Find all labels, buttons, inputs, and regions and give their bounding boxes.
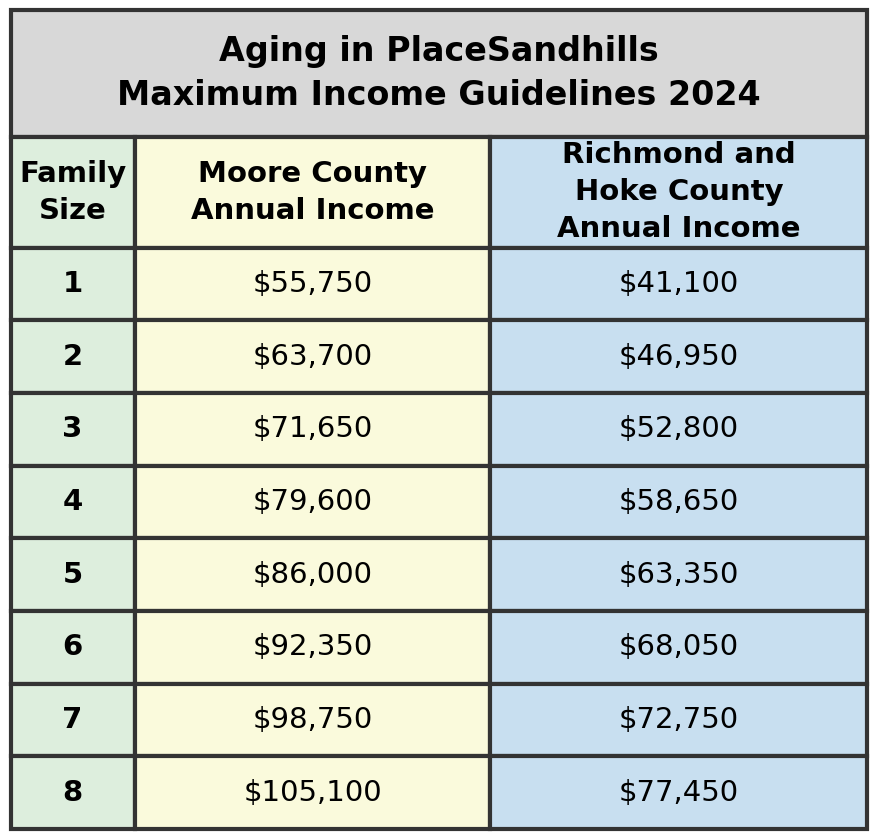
Bar (11, 539, 135, 611)
Text: 4: 4 (62, 488, 82, 516)
Bar (11, 393, 135, 466)
Bar (11, 466, 135, 539)
Text: $105,100: $105,100 (243, 779, 381, 806)
Bar (490, 539, 866, 611)
Text: Aging in PlaceSandhills
Maximum Income Guidelines 2024: Aging in PlaceSandhills Maximum Income G… (117, 35, 760, 112)
Bar (490, 611, 866, 684)
Text: $98,750: $98,750 (253, 706, 373, 734)
Bar (490, 466, 866, 539)
Bar (11, 756, 135, 829)
Text: 1: 1 (62, 270, 82, 298)
Bar (11, 611, 135, 684)
Text: $41,100: $41,100 (618, 270, 738, 298)
Text: $55,750: $55,750 (253, 270, 372, 298)
Bar (135, 320, 490, 393)
Text: 6: 6 (62, 633, 82, 661)
Bar (11, 684, 135, 756)
Text: $58,650: $58,650 (618, 488, 738, 516)
Bar (135, 466, 490, 539)
Text: 5: 5 (62, 560, 82, 589)
Text: 3: 3 (62, 415, 82, 443)
Bar (11, 137, 135, 248)
Text: $86,000: $86,000 (253, 560, 372, 589)
Bar (490, 137, 866, 248)
Bar (135, 684, 490, 756)
Text: $77,450: $77,450 (618, 779, 738, 806)
Bar (135, 611, 490, 684)
Bar (11, 248, 135, 320)
Bar (11, 10, 866, 137)
Text: $92,350: $92,350 (253, 633, 373, 661)
Bar (490, 756, 866, 829)
Text: $46,950: $46,950 (618, 342, 738, 371)
Text: Moore County
Annual Income: Moore County Annual Income (190, 160, 434, 225)
Text: 7: 7 (62, 706, 82, 734)
Text: $68,050: $68,050 (618, 633, 738, 661)
Text: Richmond and
Hoke County
Annual Income: Richmond and Hoke County Annual Income (557, 142, 800, 243)
Text: $72,750: $72,750 (618, 706, 738, 734)
Bar (490, 248, 866, 320)
Bar (135, 393, 490, 466)
Bar (11, 320, 135, 393)
Bar (490, 684, 866, 756)
Bar (490, 320, 866, 393)
Bar (135, 137, 490, 248)
Bar (490, 393, 866, 466)
Text: Family
Size: Family Size (19, 160, 126, 225)
Text: $63,350: $63,350 (618, 560, 738, 589)
Bar (135, 539, 490, 611)
Text: 8: 8 (62, 779, 82, 806)
Text: $52,800: $52,800 (618, 415, 738, 443)
Bar (135, 248, 490, 320)
Text: $71,650: $71,650 (253, 415, 373, 443)
Text: $79,600: $79,600 (253, 488, 372, 516)
Bar (135, 756, 490, 829)
Text: $63,700: $63,700 (253, 342, 372, 371)
Text: 2: 2 (62, 342, 82, 371)
